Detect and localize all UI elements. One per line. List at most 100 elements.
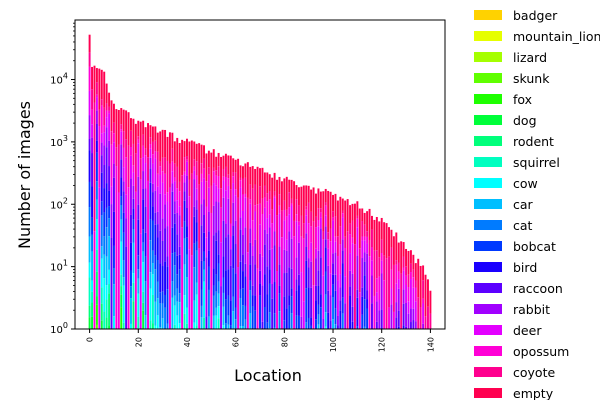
bar-segment-bobcat	[207, 266, 210, 290]
bar-segment-raccoon	[166, 256, 169, 267]
x-tick-label: 40	[183, 337, 192, 347]
bar-segment-squirrel	[95, 249, 98, 272]
bar-segment-bird	[249, 264, 252, 281]
bar-segment-opossum	[151, 154, 154, 164]
bar-segment-bobcat	[186, 237, 188, 255]
bar-segment-rabbit	[349, 270, 352, 287]
bar-segment-coyote	[186, 156, 188, 160]
bar-segment-coyote	[220, 188, 223, 208]
bar-segment-car	[249, 313, 252, 329]
bar-segment-deer	[88, 90, 91, 116]
bar-segment-car	[183, 264, 186, 296]
bar-segment-opossum	[261, 213, 264, 257]
bar-segment-rabbit	[266, 233, 269, 267]
bar-segment-bobcat	[229, 325, 232, 329]
legend-label: dog	[513, 113, 537, 128]
bar-segment-coyote	[422, 280, 425, 299]
bar-segment-opossum	[198, 248, 201, 329]
bar-segment-opossum	[324, 205, 327, 216]
bar-segment-deer	[156, 186, 159, 212]
bar-segment-squirrel	[217, 318, 220, 329]
bar-segment-empty	[358, 208, 361, 249]
bar-segment-coyote	[203, 158, 205, 169]
bar-segment-empty	[130, 118, 132, 131]
bar-segment-fox	[95, 304, 98, 325]
bar-segment-bobcat	[366, 308, 369, 329]
bar-segment-empty	[161, 129, 164, 158]
bar-segment-rabbit	[319, 228, 322, 258]
bar-segment-deer	[407, 301, 410, 314]
bar-segment-bird	[315, 300, 317, 320]
bar-segment-cat	[268, 312, 271, 329]
bar-segment-deer	[132, 172, 135, 186]
bar-segment-opossum	[234, 189, 237, 196]
legend-swatch	[474, 94, 502, 104]
bar-segment-cat	[249, 290, 252, 314]
bar-segment-opossum	[171, 161, 174, 172]
bar-segment-coyote	[227, 174, 230, 179]
bar-segment-coyote	[181, 175, 184, 228]
bar-segment-empty	[400, 241, 403, 274]
bar-segment-rabbit	[327, 265, 330, 291]
bar-segment-coyote	[229, 189, 232, 224]
bar-segment-cat	[144, 281, 147, 316]
bar-segment-rabbit	[315, 258, 317, 286]
legend-swatch	[474, 31, 502, 41]
bar-segment-coyote	[130, 130, 132, 147]
bar-segment-rabbit	[232, 202, 235, 226]
bar-segment-coyote	[322, 231, 325, 240]
bar-segment-cat	[215, 291, 218, 308]
bar-segment-bird	[251, 295, 254, 307]
bar-segment-empty	[302, 185, 305, 224]
bar-segment-coyote	[368, 239, 371, 257]
bar-segment-rabbit	[108, 140, 111, 167]
bar-segment-empty	[334, 193, 337, 217]
bar-segment-bird	[234, 273, 237, 308]
bar-segment-raccoon	[112, 177, 115, 212]
bar-segment-deer	[315, 248, 317, 259]
legend-swatch	[474, 346, 502, 356]
bar-segment-bird	[227, 269, 230, 296]
bar-segment-empty	[402, 242, 405, 257]
bar-segment-cat	[132, 229, 135, 243]
bar-segment-rodent	[120, 286, 123, 295]
bar-segment-rabbit	[103, 145, 106, 166]
bar-segment-opossum	[315, 227, 317, 249]
bar-segment-opossum	[132, 165, 135, 173]
bar-segment-deer	[159, 175, 162, 194]
bar-segment-raccoon	[317, 270, 320, 286]
bar-segment-deer	[339, 274, 342, 288]
bar-segment-bobcat	[241, 288, 244, 306]
bar-segment-opossum	[227, 178, 230, 186]
bar-segment-opossum	[241, 194, 244, 211]
bar-segment-bird	[159, 263, 162, 293]
bar-segment-bird	[217, 254, 220, 264]
bar-segment-coyote	[151, 141, 154, 155]
bar-segment-coyote	[224, 166, 227, 177]
bar-segment-deer	[222, 180, 225, 198]
bar-segment-coyote	[261, 198, 264, 214]
bar-segment-opossum	[181, 227, 184, 329]
bar-segment-rabbit	[244, 227, 247, 264]
bar-segment-deer	[322, 275, 325, 319]
bar-segment-cow	[222, 325, 225, 329]
bar-segment-bobcat	[105, 207, 108, 228]
x-tick-label: 60	[232, 337, 241, 347]
bar-segment-rabbit	[112, 163, 115, 178]
bar-segment-car	[88, 236, 91, 263]
bar-segment-cat	[171, 281, 174, 298]
bar-segment-rabbit	[207, 211, 210, 232]
bar-segment-dog	[91, 316, 94, 329]
bar-segment-rabbit	[161, 218, 164, 241]
bar-segment-deer	[378, 299, 381, 311]
bar-segment-coyote	[154, 140, 157, 152]
bar-segment-cat	[290, 313, 293, 329]
bar-segment-cow	[91, 280, 94, 292]
bar-segment-cow	[203, 281, 205, 318]
bar-segment-deer	[161, 182, 164, 219]
bar-segment-opossum	[154, 151, 157, 159]
bar-segment-empty	[317, 188, 320, 209]
bar-segment-cat	[108, 218, 111, 237]
bar-segment-bird	[105, 183, 108, 208]
bar-segment-bobcat	[310, 325, 313, 329]
